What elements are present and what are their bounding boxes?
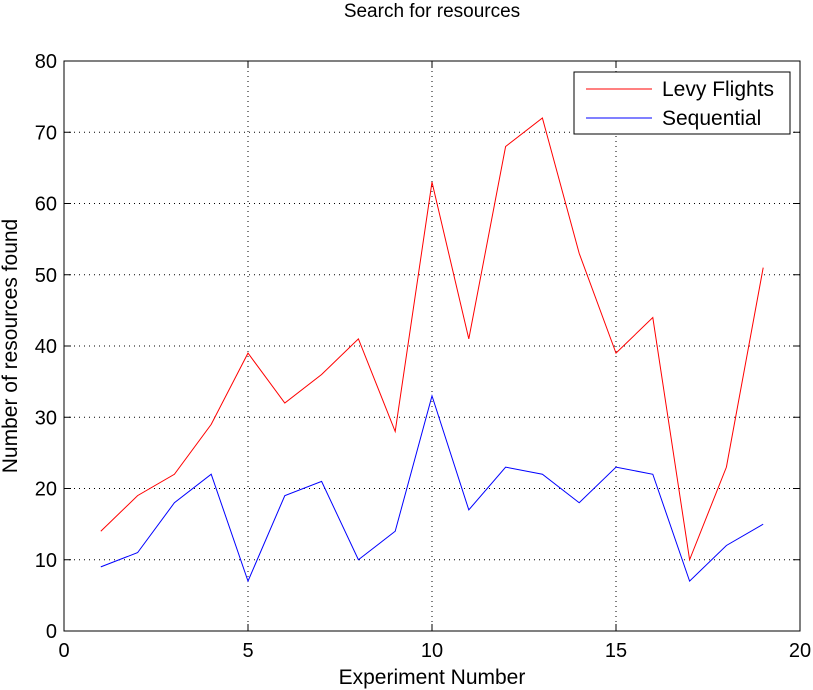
y-tick-label: 80 <box>35 51 57 73</box>
series-layer <box>100 117 764 583</box>
legend: Levy Flights Sequential <box>573 71 791 135</box>
y-axis-title: Number of resources found <box>0 219 22 473</box>
series-line-levy-flights <box>100 117 764 562</box>
y-tick-label: 50 <box>35 265 57 287</box>
y-tick-label: 0 <box>46 621 57 643</box>
series-line-sequential <box>100 394 764 583</box>
y-tick-labels: 0 10 20 30 40 50 60 70 80 <box>35 51 57 643</box>
legend-box <box>573 71 791 135</box>
chart-title: Search for resources <box>344 1 520 22</box>
y-tick-label: 70 <box>35 122 57 144</box>
y-tick-label: 10 <box>35 550 57 572</box>
x-tick-label: 0 <box>58 640 69 662</box>
grid-lines <box>64 61 800 631</box>
y-tick-label: 60 <box>35 194 57 216</box>
legend-label-levy-flights: Levy Flights <box>662 78 774 101</box>
y-tick-label: 30 <box>35 407 57 429</box>
y-tick-label: 20 <box>35 479 57 501</box>
x-tick-label: 10 <box>421 640 443 662</box>
x-tick-labels: 0 5 10 15 20 <box>58 640 811 662</box>
legend-label-sequential: Sequential <box>662 107 761 130</box>
x-tick-label: 5 <box>242 640 253 662</box>
axis-ticks <box>63 60 801 632</box>
x-axis-title: Experiment Number <box>339 666 526 689</box>
x-tick-label: 20 <box>789 640 811 662</box>
y-tick-label: 40 <box>35 336 57 358</box>
x-tick-label: 15 <box>605 640 627 662</box>
